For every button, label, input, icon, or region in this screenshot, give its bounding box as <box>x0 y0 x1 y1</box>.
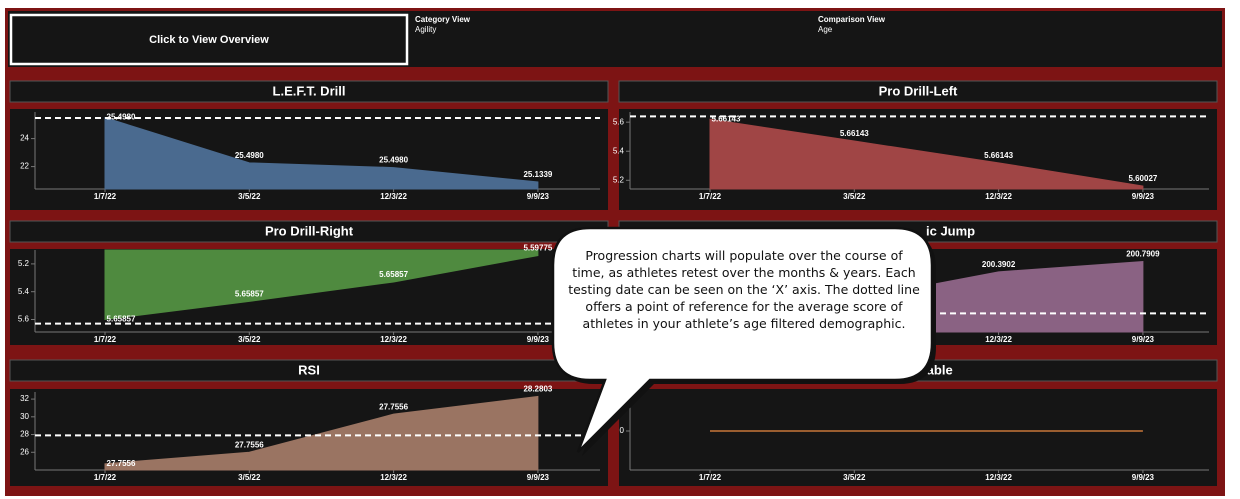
callout-text: Progression charts will populate over th… <box>568 248 920 331</box>
y-tick-label: 0 <box>620 426 625 435</box>
x-tick-label: 3/5/22 <box>843 473 866 482</box>
x-tick-label: 1/7/22 <box>699 473 722 482</box>
category-value[interactable]: Agility <box>415 25 436 34</box>
y-tick-label: 30 <box>20 412 29 421</box>
x-tick-label: 12/3/22 <box>380 335 407 344</box>
category-label: Category View <box>415 15 471 24</box>
area <box>709 118 1144 190</box>
point-label: 200.7909 <box>1126 250 1160 259</box>
x-tick-label: 12/3/22 <box>985 473 1012 482</box>
title-bar <box>618 80 1218 103</box>
x-tick-label: 1/7/22 <box>699 192 722 201</box>
chart-title: Pro Drill-Left <box>879 83 958 98</box>
x-tick-label: 12/3/22 <box>380 192 407 201</box>
callout: Progression charts will populate over th… <box>551 226 936 456</box>
x-tick-label: 9/9/23 <box>1132 473 1155 482</box>
y-tick-label: 5.4 <box>613 146 625 155</box>
comparison-value[interactable]: Age <box>818 25 833 34</box>
point-label: 5.65857 <box>379 270 408 279</box>
point-label: 25.4980 <box>235 151 264 160</box>
x-tick-label: 9/9/23 <box>527 473 550 482</box>
x-tick-label: 12/3/22 <box>985 335 1012 344</box>
x-tick-label: 9/9/23 <box>527 192 550 201</box>
point-label: 5.66143 <box>712 114 741 123</box>
y-tick-label: 5.4 <box>18 287 30 296</box>
area <box>104 249 539 321</box>
chart-title: L.E.F.T. Drill <box>273 83 346 98</box>
callout-bubble <box>551 226 934 453</box>
point-label: 5.66143 <box>984 151 1013 160</box>
y-tick-label: 5.6 <box>18 315 30 324</box>
x-tick-label: 1/7/22 <box>94 473 117 482</box>
point-label: 25.4980 <box>107 113 136 122</box>
chart-title: ic Jump <box>926 223 975 238</box>
x-tick-label: 3/5/22 <box>238 335 261 344</box>
y-tick-label: 26 <box>20 447 29 456</box>
point-label: 5.65857 <box>235 290 264 299</box>
button-label[interactable]: Click to View Overview <box>149 34 269 46</box>
chart-panel <box>619 389 1217 486</box>
x-tick-label: 3/5/22 <box>238 192 261 201</box>
callout-box: Progression charts will populate over th… <box>568 248 920 331</box>
y-tick-label: 5.2 <box>18 259 30 268</box>
area <box>104 395 539 471</box>
point-label: 5.66143 <box>840 129 869 138</box>
x-tick-label: 1/7/22 <box>94 192 117 201</box>
x-tick-label: 3/5/22 <box>843 192 866 201</box>
chart-title: Pro Drill-Right <box>265 223 354 238</box>
y-tick-label: 24 <box>20 134 29 143</box>
x-tick-label: 12/3/22 <box>985 192 1012 201</box>
x-tick-label: 3/5/22 <box>238 473 261 482</box>
x-tick-label: 1/7/22 <box>94 335 117 344</box>
x-tick-label: 9/9/23 <box>1132 192 1155 201</box>
y-tick-label: 32 <box>20 394 29 403</box>
point-label: 27.7556 <box>107 459 136 468</box>
point-label: 5.60027 <box>1128 174 1157 183</box>
y-tick-label: 22 <box>20 162 29 171</box>
comparison-label: Comparison View <box>818 15 886 24</box>
y-tick-label: 5.2 <box>613 175 625 184</box>
x-tick-label: 12/3/22 <box>380 473 407 482</box>
title-bar <box>9 80 609 103</box>
point-label: 27.7556 <box>379 402 408 411</box>
x-tick-label: 9/9/23 <box>1132 335 1155 344</box>
point-label: 5.59775 <box>523 244 552 253</box>
point-label: 25.4980 <box>379 156 408 165</box>
point-label: 25.1339 <box>523 170 552 179</box>
point-label: 200.3902 <box>982 260 1016 269</box>
point-label: 28.2803 <box>523 385 552 394</box>
overview-button[interactable] <box>9 13 409 66</box>
y-tick-label: 5.6 <box>613 117 625 126</box>
point-label: 5.65857 <box>107 315 136 324</box>
x-tick-label: 9/9/23 <box>527 335 550 344</box>
y-tick-label: 28 <box>20 430 29 439</box>
chart-title: RSI <box>298 362 320 377</box>
point-label: 27.7556 <box>235 440 264 449</box>
